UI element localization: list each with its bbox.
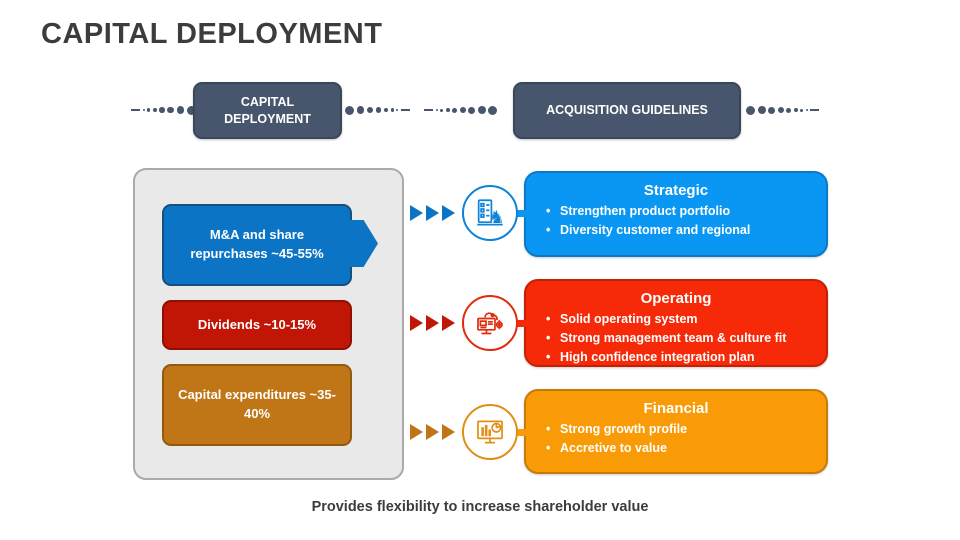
- svg-text:♞: ♞: [489, 208, 505, 228]
- page-title: CAPITAL DEPLOYMENT: [41, 18, 383, 50]
- computer-cloud-gear-icon: [473, 306, 507, 340]
- dotted-connector: [345, 103, 410, 117]
- financial-bullets: Strong growth profile Accretive to value: [540, 420, 812, 458]
- alloc-box-mna: M&A and share repurchases ~45-55%: [162, 204, 352, 286]
- triple-arrow-icon: [410, 424, 455, 440]
- bullet-item: Diversity customer and regional: [540, 221, 812, 240]
- operating-box: Operating Solid operating system Strong …: [524, 279, 828, 367]
- monitor-charts-icon: [473, 415, 507, 449]
- capital-allocation-panel: M&A and share repurchases ~45-55% Divide…: [133, 168, 404, 480]
- bullet-item: Strengthen product portfolio: [540, 202, 812, 221]
- alloc-box-capex: Capital expenditures ~35-40%: [162, 364, 352, 446]
- strategic-box: Strategic Strengthen product portfolio D…: [524, 171, 828, 257]
- bullet-item: Strong management team & culture fit: [540, 329, 812, 348]
- dotted-connector: [746, 103, 819, 117]
- footer-note: Provides flexibility to increase shareho…: [311, 499, 649, 515]
- checklist-knight-icon: ♞: [473, 196, 507, 230]
- financial-box: Financial Strong growth profile Accretiv…: [524, 389, 828, 474]
- financial-title: Financial: [643, 400, 709, 417]
- bullet-item: Strong growth profile: [540, 420, 812, 439]
- strategic-bullets: Strengthen product portfolio Diversity c…: [540, 202, 812, 240]
- circle-connector: [514, 429, 528, 436]
- operating-icon-circle: [462, 295, 518, 351]
- operating-bullets: Solid operating system Strong management…: [540, 310, 812, 367]
- circle-connector: [514, 210, 528, 217]
- strategic-title: Strategic: [643, 182, 709, 199]
- circle-connector: [514, 320, 528, 327]
- triple-arrow-icon: [410, 315, 455, 331]
- operating-title: Operating: [640, 290, 712, 307]
- triple-arrow-icon: [410, 205, 455, 221]
- dotted-connector: [131, 103, 196, 117]
- strategic-icon-circle: ♞: [462, 185, 518, 241]
- financial-icon-circle: [462, 404, 518, 460]
- bullet-item: Solid operating system: [540, 310, 812, 329]
- dotted-connector: [424, 103, 497, 117]
- bullet-item: Accretive to value: [540, 439, 812, 458]
- header-acquisition-guidelines: ACQUISITION GUIDELINES: [513, 82, 741, 139]
- alloc-box-dividends: Dividends ~10-15%: [162, 300, 352, 350]
- bullet-item: High confidence integration plan: [540, 348, 812, 367]
- header-capital-deployment: CAPITAL DEPLOYMENT: [193, 82, 342, 139]
